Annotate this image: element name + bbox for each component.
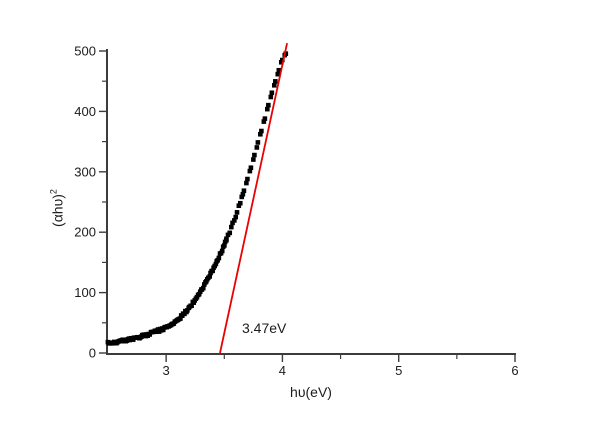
data-point [196,291,202,297]
bandgap-annotation: 3.47eV [242,320,287,336]
y-tick-label: 0 [89,346,96,361]
data-point [239,194,245,200]
data-point [254,145,260,150]
y-axis-title: (αhυ)2 [49,189,66,227]
data-point [251,157,256,162]
data-point [222,243,227,248]
data-point [229,224,234,230]
data-point [200,285,206,291]
data-point [207,274,213,279]
fit-line [219,42,288,354]
data-point [261,119,267,124]
data-point [233,214,239,220]
data-point [216,255,222,261]
data-point [219,248,225,254]
y-tick-label: 200 [74,225,96,240]
data-point [247,168,253,174]
data-point [160,327,166,333]
data-point [178,316,183,321]
data-point [244,180,249,186]
data-point [276,67,282,73]
data-point [224,236,229,242]
data-point [241,188,247,194]
y-tick-label: 400 [74,104,96,119]
data-point [236,203,242,209]
data-point [210,268,215,274]
data-point [258,131,263,137]
x-tick-label: 4 [279,363,286,378]
y-tick-label: 500 [74,44,96,59]
data-point [227,230,233,236]
data-point [283,51,289,56]
data-point [248,165,254,171]
data-point [262,116,268,121]
x-axis-title: hυ(eV) [290,384,332,400]
data-point [273,79,278,84]
data-point [232,218,237,223]
x-tick-label: 6 [511,363,518,378]
data-point [185,308,190,313]
data-point [252,152,257,158]
data-point [230,220,235,226]
y-axis-title-exponent: 2 [48,189,59,195]
data-point [266,102,271,108]
data-series [105,51,289,346]
y-tick-label: 100 [74,285,96,300]
data-point [234,210,240,215]
data-point [259,128,264,134]
x-tick-label: 3 [163,363,170,378]
data-point [213,261,219,267]
data-point [275,71,281,77]
y-axis-title-base: (αhυ) [49,194,66,227]
data-point [269,90,275,96]
data-point [245,176,250,182]
data-point [240,191,246,197]
data-point [255,140,261,145]
data-point [189,303,194,309]
data-point [271,82,277,88]
data-point [268,94,274,100]
x-tick-label: 5 [395,363,402,378]
data-point [237,200,243,206]
y-tick-label: 300 [74,164,96,179]
data-point [265,106,270,112]
data-point [280,57,285,63]
